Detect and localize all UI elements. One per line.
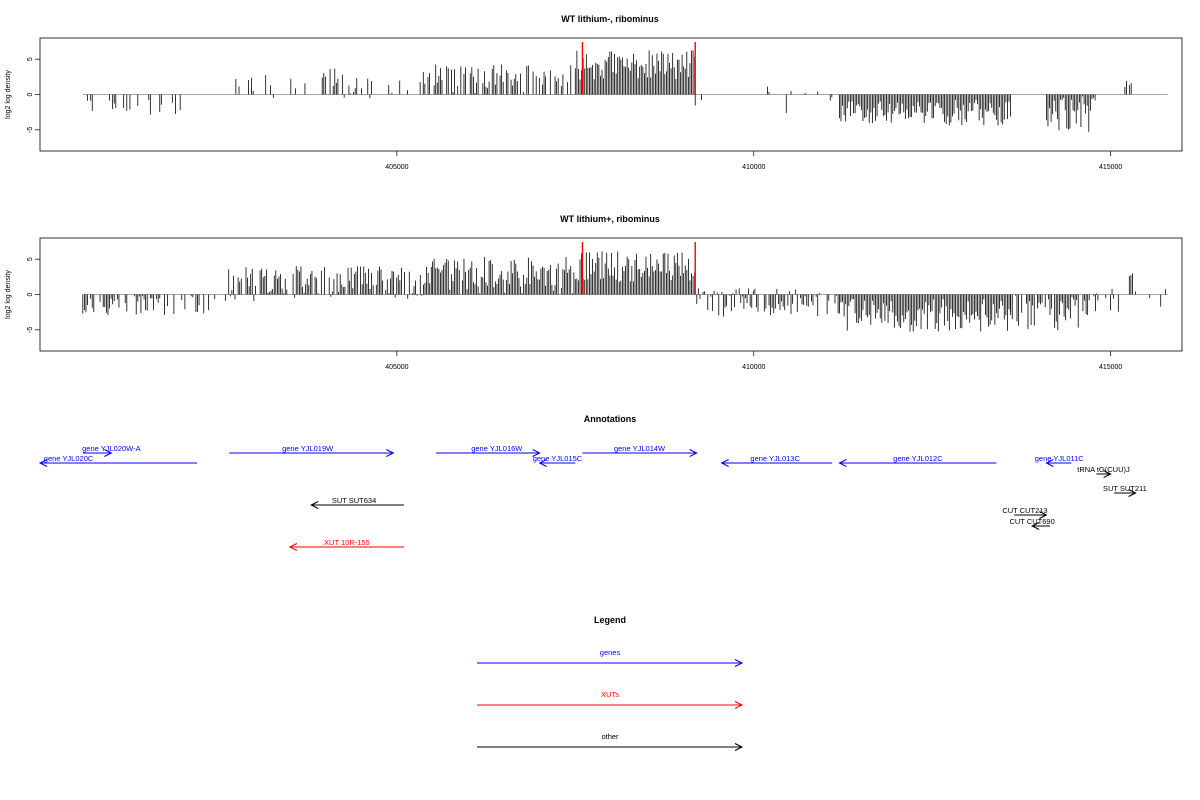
arrowhead — [310, 501, 319, 509]
y-tick-label: 5 — [27, 257, 34, 261]
y-tick-label: 0 — [27, 92, 34, 96]
arrowhead — [734, 743, 744, 751]
chart-title: WT lithium-, ribominus — [561, 14, 659, 24]
x-tick-label: 415000 — [1099, 164, 1122, 171]
annotation-label: CUT CUT213 — [1002, 506, 1047, 515]
arrowhead — [104, 449, 113, 457]
x-tick-label: 405000 — [385, 364, 408, 371]
annotation-label: gene YJL011C — [1035, 454, 1085, 463]
annotation-label: gene YJL020W-A — [82, 444, 141, 453]
x-tick-label: 405000 — [385, 164, 408, 171]
arrowhead — [288, 543, 298, 551]
chart-title: WT lithium+, ribominus — [560, 214, 660, 224]
annotation-label: tRNA tG(CUU)J — [1077, 465, 1130, 474]
arrowhead — [838, 459, 847, 467]
annotation-label: SUT SUT211 — [1103, 484, 1147, 493]
y-axis-label: log2 log density — [5, 70, 12, 119]
arrowhead — [532, 449, 541, 457]
arrowhead — [386, 449, 395, 457]
legend-title: Legend — [594, 615, 626, 625]
annotation-label: gene YJL014W — [614, 444, 666, 453]
x-tick-label: 410000 — [742, 364, 765, 371]
arrowhead — [689, 449, 698, 457]
arrowhead — [38, 459, 48, 467]
arrowhead — [1045, 459, 1054, 467]
arrowhead — [734, 659, 744, 667]
annotation-label: gene YJL012C — [893, 454, 943, 463]
legend-label: genes — [600, 648, 621, 657]
legend-label: other — [601, 732, 619, 741]
annotation-label: CUT CUT690 — [1009, 517, 1054, 526]
annotation-label: gene YJL013C — [750, 454, 800, 463]
annotation-label: gene YJL020C — [44, 454, 94, 463]
arrowhead — [1128, 489, 1137, 497]
arrowhead — [538, 459, 547, 467]
arrowhead — [720, 459, 729, 467]
annotation-label: gene YJL015C — [533, 454, 583, 463]
y-axis-label: log2 log density — [5, 270, 12, 319]
arrowhead — [734, 701, 744, 709]
x-tick-label: 410000 — [742, 164, 765, 171]
annotation-label: XUT 10R-155 — [324, 538, 370, 547]
annotation-label: gene YJL019W — [282, 444, 334, 453]
y-tick-label: -5 — [27, 127, 34, 133]
y-tick-label: -5 — [27, 327, 34, 333]
arrowhead — [1030, 522, 1040, 530]
annotation-label: SUT SUT634 — [332, 496, 376, 505]
y-tick-label: 5 — [27, 57, 34, 61]
legend-panel: Legend genes XUTs other — [477, 615, 744, 751]
track-panel-lithium-plus: WT lithium+, ribominus log2 log density -5… — [5, 214, 1183, 371]
legend-label: XUTs — [601, 690, 619, 699]
track-panel-lithium-minus: WT lithium-, ribominus log2 log density -5… — [5, 14, 1183, 171]
arrowhead — [1039, 511, 1048, 519]
x-tick-label: 415000 — [1099, 364, 1122, 371]
annotation-label: gene YJL016W — [471, 444, 523, 453]
arrowhead — [1103, 470, 1112, 478]
y-tick-label: 0 — [27, 292, 34, 296]
annotations-title: Annotations — [584, 414, 637, 424]
